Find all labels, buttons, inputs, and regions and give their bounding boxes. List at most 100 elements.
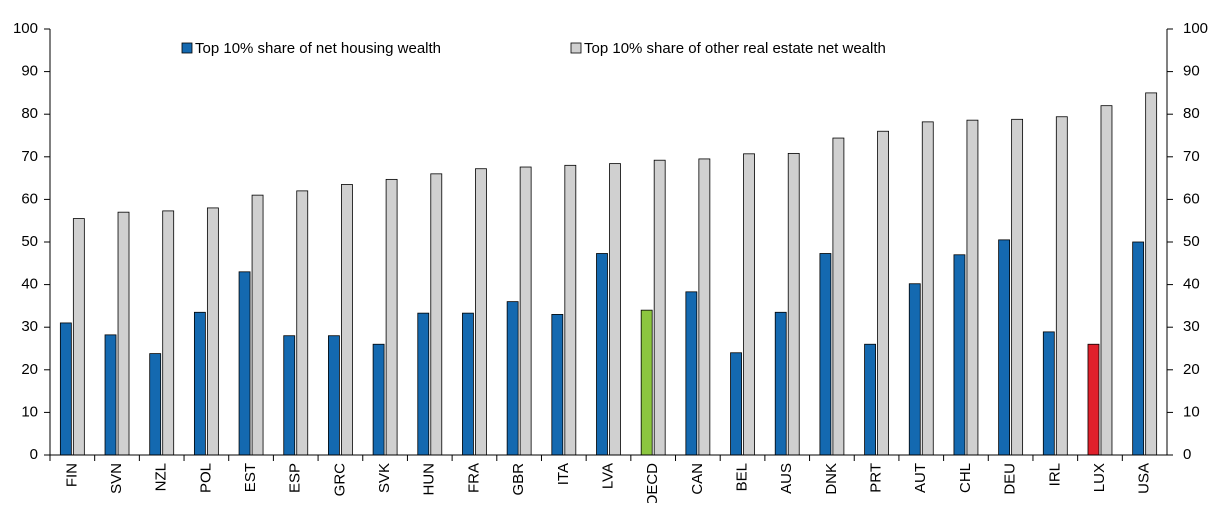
- x-tick-label: CAN: [689, 463, 706, 495]
- bar: [385, 178, 398, 456]
- y2-tick-label: 40: [1183, 276, 1200, 293]
- x-tick-label: DEU: [1002, 463, 1019, 495]
- bar: [1087, 343, 1100, 456]
- x-tick-label: ITA: [555, 463, 572, 485]
- y2-tick-label: 100: [1183, 20, 1208, 37]
- y2-tick-label: 90: [1183, 63, 1200, 80]
- bar: [328, 335, 340, 456]
- bar: [743, 153, 755, 456]
- x-tick-label: AUS: [778, 463, 795, 494]
- y-tick-label: 30: [21, 318, 38, 335]
- y2-tick-label: 20: [1183, 361, 1200, 378]
- x-tick-label: FRA: [465, 463, 482, 493]
- x-tick-label: HUN: [421, 463, 438, 496]
- bar: [640, 309, 653, 456]
- bar: [774, 311, 787, 456]
- x-tick-label: USA: [1136, 463, 1153, 494]
- bar: [877, 130, 889, 456]
- bar: [596, 253, 608, 456]
- bar: [475, 168, 487, 456]
- x-tick-label: PRT: [868, 463, 885, 493]
- bar: [1055, 116, 1068, 456]
- x-tick-label: SVK: [376, 463, 393, 493]
- x-tick-label: AUT: [912, 463, 929, 493]
- bar: [1145, 92, 1158, 456]
- y-tick-label: 0: [30, 446, 38, 463]
- x-tick-label: IRL: [1046, 463, 1063, 486]
- y2-tick-label: 80: [1183, 105, 1200, 122]
- bar: [117, 211, 130, 456]
- x-tick-label: SVN: [108, 463, 125, 494]
- y-tick-label: 60: [21, 190, 38, 207]
- y2-tick-label: 30: [1183, 318, 1200, 335]
- bar: [1132, 241, 1145, 456]
- bar: [564, 164, 577, 456]
- legend-swatch: [570, 42, 582, 54]
- y-tick-label: 50: [21, 233, 38, 250]
- bar: [341, 184, 353, 456]
- y2-tick-label: 10: [1183, 403, 1200, 420]
- bar: [104, 334, 117, 456]
- bar: [251, 194, 264, 456]
- bar: [730, 352, 742, 456]
- x-tick-label: EST: [242, 463, 259, 492]
- x-tick-label: LVA: [599, 463, 616, 489]
- legend-label: Top 10% share of other real estate net w…: [584, 40, 886, 57]
- y-tick-label: 10: [21, 403, 38, 420]
- bar: [609, 163, 621, 456]
- bar: [206, 207, 219, 456]
- y-tick-label: 20: [21, 361, 38, 378]
- y2-tick-label: 0: [1183, 446, 1191, 463]
- bar: [193, 311, 206, 456]
- bar: [551, 314, 564, 456]
- x-tick-label: FIN: [63, 463, 80, 487]
- x-tick-label: POL: [197, 463, 214, 493]
- x-tick-label: NZL: [153, 463, 170, 491]
- bar: [819, 253, 832, 456]
- bar: [998, 239, 1011, 456]
- x-tick-label: CHL: [957, 463, 974, 493]
- bar: [162, 210, 175, 456]
- bar: [1011, 118, 1024, 456]
- x-tick-label: GBR: [510, 463, 527, 496]
- y-tick-label: 40: [21, 276, 38, 293]
- bar: [462, 312, 474, 456]
- bar: [966, 119, 979, 456]
- bar: [832, 137, 845, 456]
- x-tick-label: OECD: [644, 463, 661, 503]
- y-tick-label: 100: [13, 20, 38, 37]
- x-tick-label: LUX: [1091, 463, 1108, 492]
- bar: [430, 173, 443, 456]
- bar: [908, 283, 921, 456]
- bar: [296, 190, 309, 456]
- y2-tick-label: 70: [1183, 148, 1200, 165]
- bar: [72, 218, 85, 456]
- x-tick-label: GRC: [331, 463, 348, 497]
- y2-tick-label: 50: [1183, 233, 1200, 250]
- bar: [698, 158, 711, 456]
- y-tick-label: 70: [21, 148, 38, 165]
- bar: [149, 353, 162, 456]
- bar: [506, 301, 519, 456]
- y2-tick-label: 60: [1183, 190, 1200, 207]
- bar: [283, 335, 296, 456]
- bar: [519, 166, 532, 456]
- legend-swatch: [181, 42, 193, 54]
- bar: [238, 271, 251, 456]
- bar: [653, 159, 666, 456]
- bar: [864, 343, 876, 456]
- y-tick-label: 80: [21, 105, 38, 122]
- bar: [685, 291, 698, 456]
- bar: [1042, 331, 1055, 456]
- bar: [372, 343, 385, 456]
- y-tick-label: 90: [21, 63, 38, 80]
- x-tick-label: ESP: [287, 463, 304, 493]
- bar: [787, 152, 800, 456]
- legend-label: Top 10% share of net housing wealth: [195, 40, 441, 57]
- x-tick-label: DNK: [823, 463, 840, 495]
- bar: [1100, 105, 1113, 456]
- x-tick-label: BEL: [734, 463, 751, 491]
- bar: [953, 254, 966, 456]
- bar: [59, 322, 72, 456]
